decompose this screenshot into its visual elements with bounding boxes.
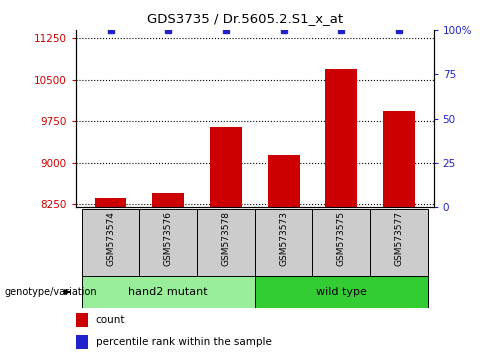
Text: percentile rank within the sample: percentile rank within the sample [96,337,271,347]
Bar [76,335,89,348]
FancyBboxPatch shape [255,209,313,276]
FancyBboxPatch shape [140,209,197,276]
Bar [210,127,242,207]
FancyBboxPatch shape [82,209,140,276]
Bar [268,155,299,207]
Text: count: count [96,315,125,325]
Text: GSM573578: GSM573578 [221,211,230,266]
Bar [325,69,357,207]
Text: hand2 mutant: hand2 mutant [128,287,208,297]
Bar [95,198,126,207]
Text: GSM573576: GSM573576 [164,211,173,266]
Bar [76,314,89,327]
Bar [383,111,415,207]
FancyBboxPatch shape [313,209,370,276]
Bar [152,193,184,207]
Text: GSM573573: GSM573573 [279,211,288,266]
FancyBboxPatch shape [197,209,255,276]
Text: GSM573575: GSM573575 [337,211,346,266]
Text: genotype/variation: genotype/variation [5,287,98,297]
Text: GSM573574: GSM573574 [106,211,115,266]
Text: wild type: wild type [316,287,367,297]
FancyBboxPatch shape [255,276,428,308]
Text: GDS3735 / Dr.5605.2.S1_x_at: GDS3735 / Dr.5605.2.S1_x_at [147,12,343,25]
FancyBboxPatch shape [370,209,428,276]
FancyBboxPatch shape [82,276,255,308]
Text: GSM573577: GSM573577 [394,211,404,266]
